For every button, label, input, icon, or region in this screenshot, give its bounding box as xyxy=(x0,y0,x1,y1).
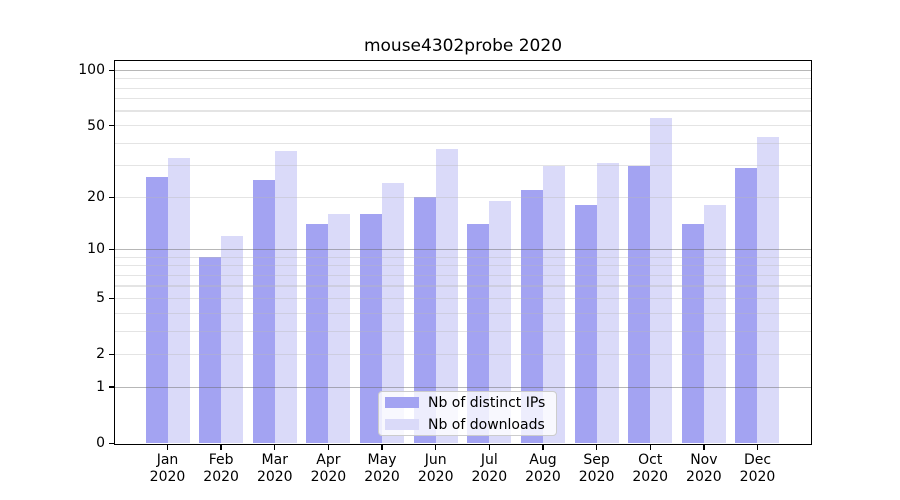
bar-distinct-ips-mar xyxy=(252,179,275,444)
x-tick-mark xyxy=(274,445,276,450)
x-tick-label: May 2020 xyxy=(364,452,400,485)
y-tick-mark xyxy=(109,248,114,251)
bar-distinct-ips-dec xyxy=(735,168,758,444)
chart-title: mouse4302probe 2020 xyxy=(363,36,563,56)
y-tick-label: 2 xyxy=(96,346,105,363)
x-tick-label: Jul 2020 xyxy=(471,452,508,485)
y-tick-mark xyxy=(109,196,114,198)
bar-distinct-ips-apr xyxy=(306,224,329,444)
gridline xyxy=(115,69,811,71)
y-tick-mark xyxy=(109,297,114,300)
x-tick-label: Sep 2020 xyxy=(578,452,615,485)
y-tick-label: 100 xyxy=(78,62,105,79)
y-tick-label: 50 xyxy=(87,117,105,134)
bar-downloads-oct xyxy=(650,117,673,444)
x-tick-label: Nov 2020 xyxy=(686,452,722,485)
x-tick-mark xyxy=(166,445,169,450)
gridline xyxy=(115,142,811,144)
legend-item-distinct-ips: Nb of distinct IPs xyxy=(385,395,546,411)
legend-swatch-distinct-ips xyxy=(385,397,419,408)
bar-distinct-ips-jun xyxy=(413,197,436,444)
x-tick-label: Oct 2020 xyxy=(632,452,669,485)
bar-distinct-ips-feb xyxy=(199,257,222,444)
gridline xyxy=(115,285,811,287)
gridline xyxy=(115,353,811,356)
gridline xyxy=(115,265,811,267)
bar-distinct-ips-may xyxy=(360,214,383,444)
x-tick-mark xyxy=(220,445,222,450)
legend-swatch-downloads xyxy=(385,419,419,430)
gridline xyxy=(115,330,811,332)
x-tick-label: Apr 2020 xyxy=(310,452,347,485)
x-tick-label: Aug 2020 xyxy=(525,452,561,485)
gridline xyxy=(115,274,811,276)
y-tick-label: 1 xyxy=(96,379,105,396)
bar-distinct-ips-jul xyxy=(467,224,490,444)
legend: Nb of distinct IPs Nb of downloads xyxy=(378,391,557,436)
legend-label-downloads: Nb of downloads xyxy=(428,416,545,433)
y-tick-mark xyxy=(109,386,114,388)
y-tick-mark xyxy=(109,124,114,127)
bar-downloads-feb xyxy=(221,235,244,444)
x-tick-mark xyxy=(381,445,383,450)
bar-distinct-ips-jan xyxy=(145,176,168,444)
y-tick-label: 5 xyxy=(96,290,105,307)
y-tick-label: 20 xyxy=(87,189,105,206)
gridline xyxy=(115,297,811,299)
bar-downloads-nov xyxy=(703,205,726,444)
x-tick-mark xyxy=(756,445,759,450)
bar-downloads-dec xyxy=(757,137,780,444)
bar-downloads-mar xyxy=(274,151,297,444)
gridline xyxy=(115,87,811,89)
x-tick-label: Mar 2020 xyxy=(256,452,293,485)
x-tick-label: Jun 2020 xyxy=(417,452,454,485)
gridline xyxy=(115,256,811,258)
bar-downloads-may xyxy=(382,183,405,444)
bar-downloads-jul xyxy=(489,201,512,444)
bar-downloads-jun xyxy=(435,149,458,444)
y-tick-mark xyxy=(109,353,114,356)
gridline xyxy=(115,386,811,388)
gridline xyxy=(115,78,811,80)
y-tick-mark xyxy=(109,69,114,71)
legend-item-downloads: Nb of downloads xyxy=(385,417,546,433)
x-tick-mark xyxy=(542,445,544,450)
bar-distinct-ips-nov xyxy=(681,224,704,444)
y-tick-label: 10 xyxy=(87,241,105,258)
y-tick-label: 0 xyxy=(96,435,105,452)
x-tick-label: Dec 2020 xyxy=(739,452,776,485)
gridline xyxy=(115,312,811,314)
bar-downloads-apr xyxy=(328,214,351,444)
bar-distinct-ips-oct xyxy=(628,165,651,444)
legend-label-distinct-ips: Nb of distinct IPs xyxy=(428,394,546,411)
bar-downloads-jan xyxy=(167,158,190,444)
gridline xyxy=(115,110,811,112)
x-tick-label: Jan 2020 xyxy=(149,452,186,485)
x-tick-mark xyxy=(327,445,330,450)
bar-distinct-ips-aug xyxy=(520,189,543,444)
gridline xyxy=(115,98,811,100)
x-tick-mark xyxy=(595,445,598,450)
gridline xyxy=(115,124,811,127)
bar-downloads-aug xyxy=(542,165,565,444)
gridline xyxy=(115,165,811,167)
x-tick-mark xyxy=(649,445,651,450)
x-tick-mark xyxy=(488,445,490,450)
bar-distinct-ips-sep xyxy=(574,205,597,444)
x-tick-mark xyxy=(703,445,705,450)
y-tick-mark xyxy=(109,442,114,444)
x-tick-mark xyxy=(434,445,437,450)
bar-downloads-sep xyxy=(596,163,619,444)
gridline xyxy=(115,248,811,251)
x-tick-label: Feb 2020 xyxy=(203,452,239,485)
gridline xyxy=(115,196,811,198)
